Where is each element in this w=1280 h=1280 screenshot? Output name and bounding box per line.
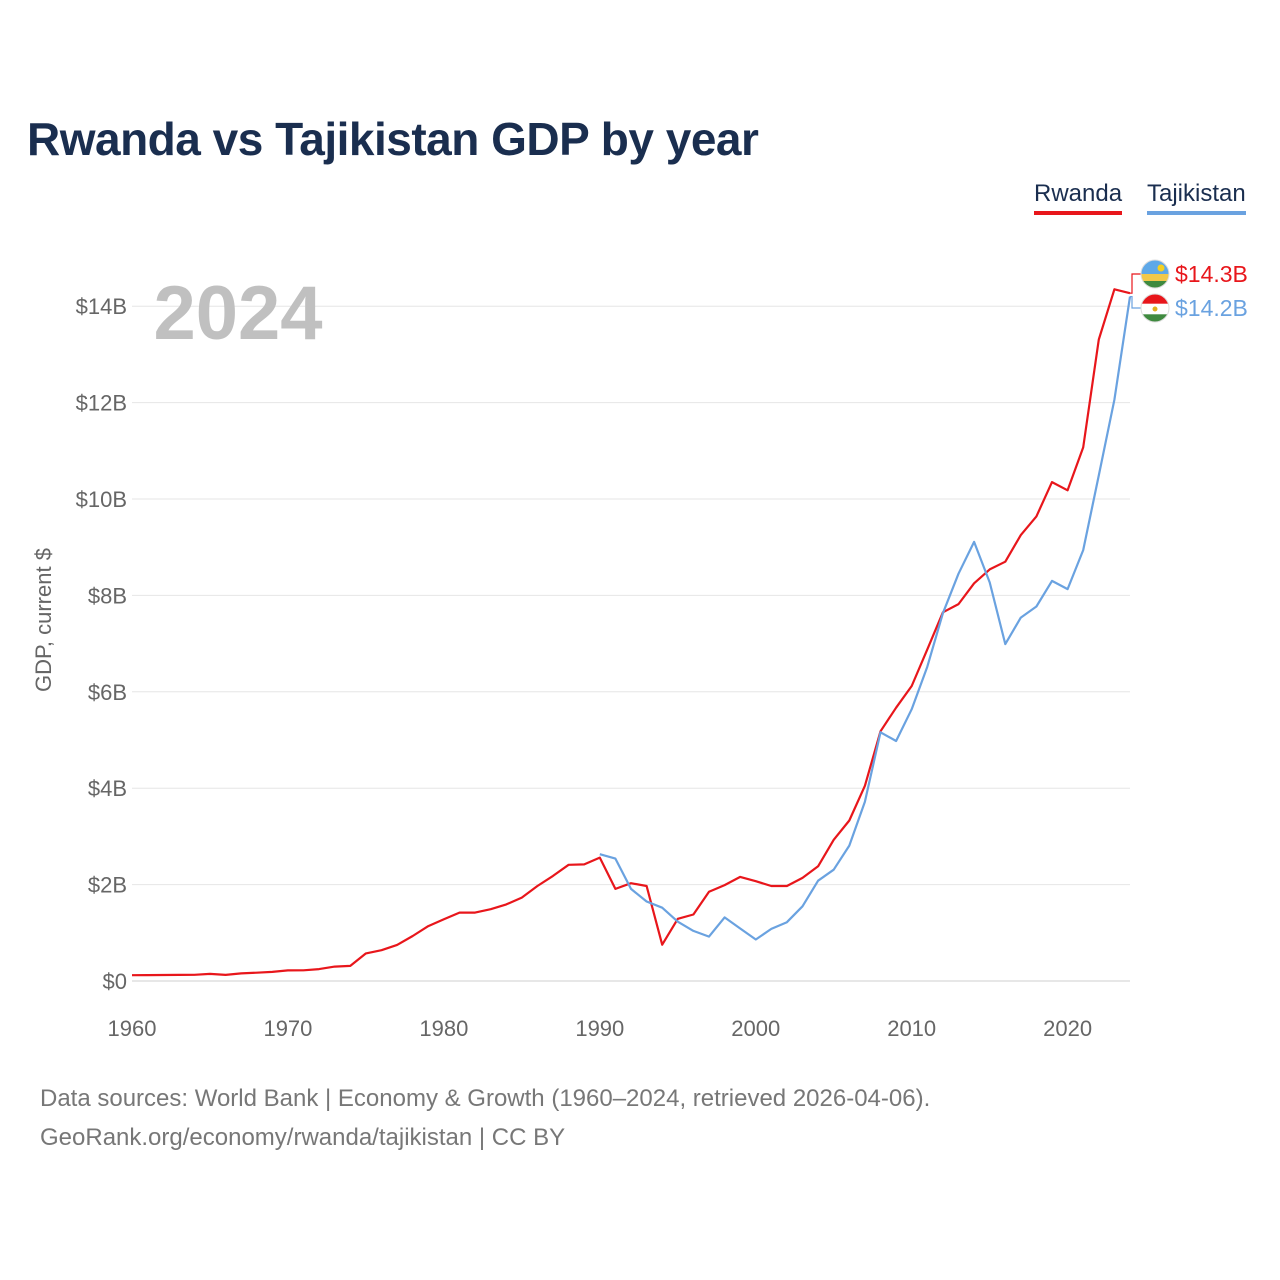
y-tick-label: $6B bbox=[88, 680, 127, 705]
y-tick-label: $4B bbox=[88, 776, 127, 801]
source-link[interactable]: GeoRank.org/economy/rwanda/tajikistan | … bbox=[40, 1124, 566, 1151]
y-tick-label: $2B bbox=[88, 873, 127, 898]
y-tick-label: $10B bbox=[76, 487, 127, 512]
y-tick-label: $12B bbox=[76, 391, 127, 416]
x-tick-label: 2010 bbox=[887, 1016, 936, 1041]
y-tick-label: $8B bbox=[88, 583, 127, 608]
series-line-tajikistan[interactable] bbox=[599, 296, 1132, 941]
chart-title: Rwanda vs Tajikistan GDP by year bbox=[27, 113, 759, 165]
year-watermark: 2024 bbox=[153, 271, 322, 356]
legend-item-rwanda[interactable]: Rwanda bbox=[1034, 180, 1123, 215]
series-line-rwanda[interactable] bbox=[131, 288, 1131, 977]
legend-item-tajikistan[interactable]: Tajikistan bbox=[1147, 180, 1246, 215]
x-tick-label: 2000 bbox=[731, 1016, 780, 1041]
gridlines bbox=[132, 305, 1130, 982]
end-label-tajikistan: $14.2B bbox=[1175, 295, 1248, 321]
x-tick-label: 1990 bbox=[575, 1016, 624, 1041]
source-note: Data sources: World Bank | Economy & Gro… bbox=[40, 1085, 931, 1112]
tajikistan-flag-icon bbox=[1140, 293, 1170, 323]
x-tick-label: 2020 bbox=[1043, 1016, 1092, 1041]
leader-line bbox=[1130, 295, 1141, 309]
series-lines bbox=[131, 288, 1132, 977]
rwanda-flag-icon bbox=[1140, 259, 1170, 289]
end-label-rwanda: $14.3B bbox=[1175, 261, 1248, 287]
y-tick-label: $14B bbox=[76, 294, 127, 319]
x-tick-label: 1960 bbox=[108, 1016, 157, 1041]
leader-line bbox=[1130, 273, 1141, 294]
y-tick-label: $0 bbox=[103, 969, 127, 994]
y-axis-ticks: $0 $2B $4B $6B $8B $10B $12B $14B bbox=[76, 294, 127, 994]
x-tick-label: 1980 bbox=[419, 1016, 468, 1041]
x-tick-label: 1970 bbox=[263, 1016, 312, 1041]
end-labels: $14.3B $14.2B bbox=[1130, 259, 1248, 323]
x-axis-ticks: 1960 1970 1980 1990 2000 2010 2020 bbox=[108, 1016, 1093, 1041]
